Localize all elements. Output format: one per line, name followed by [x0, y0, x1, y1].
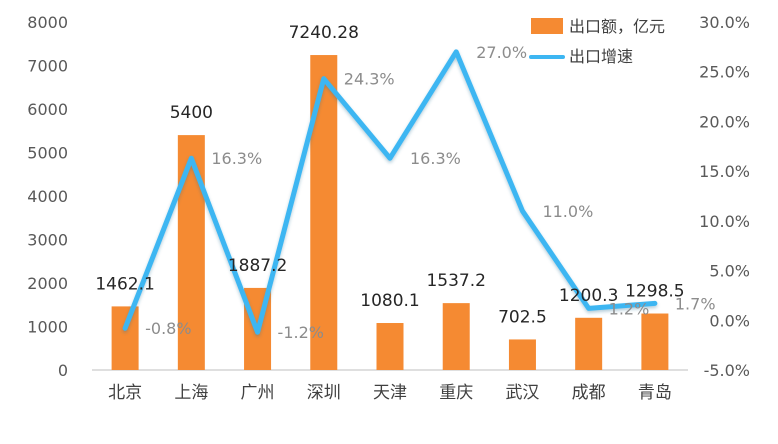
- line-value-label: -0.8%: [145, 319, 191, 338]
- right-axis-tick-label: 5.0%: [709, 262, 750, 281]
- bar-value-label: 7240.28: [289, 23, 359, 43]
- legend-bar-label: 出口额，亿元: [569, 17, 665, 36]
- bar-value-label: 1537.2: [426, 271, 485, 291]
- left-axis-tick-label: 3000: [27, 231, 68, 250]
- left-axis: 0 1000 2000 3000 4000 5000 6000 7000 8000: [27, 13, 68, 380]
- legend-bar-swatch: [531, 18, 563, 34]
- line-value-label: 1.2%: [609, 299, 650, 318]
- right-axis-tick-label: 10.0%: [699, 212, 750, 231]
- bar: [508, 339, 536, 370]
- bar-value-label: 1462.1: [95, 274, 154, 294]
- legend: 出口额，亿元 出口增速: [529, 17, 665, 66]
- line-value-label: 1.7%: [675, 294, 716, 313]
- category-label: 武汉: [505, 383, 539, 403]
- right-axis-tick-label: 20.0%: [699, 112, 750, 131]
- left-axis-tick-label: 4000: [27, 187, 68, 206]
- left-axis-tick-label: 2000: [27, 274, 68, 293]
- bar: [111, 306, 139, 370]
- line-value-label: -1.2%: [278, 323, 324, 342]
- line-value-label: 11.0%: [542, 202, 593, 221]
- bar-value-label: 1887.2: [228, 256, 287, 276]
- x-axis-labels: 北京 上海 广州 深圳 天津 重庆 武汉 成都 青岛: [108, 383, 672, 403]
- bar-value-label: 1298.5: [625, 282, 684, 302]
- bar: [376, 323, 404, 370]
- right-axis: -5.0% 0.0% 5.0% 10.0% 15.0% 20.0% 25.0% 30.0%: [699, 13, 750, 380]
- category-label: 天津: [373, 383, 407, 403]
- bar-value-label: 1200.3: [559, 286, 618, 306]
- bar: [575, 317, 603, 370]
- line-value-label: 16.3%: [211, 149, 262, 168]
- bar-value-label: 702.5: [498, 307, 547, 327]
- line-series: [122, 49, 658, 335]
- line-value-label: 27.0%: [476, 43, 527, 62]
- left-axis-tick-label: 6000: [27, 100, 68, 119]
- line-data-labels: -0.8%16.3%-1.2%24.3%16.3%27.0%11.0%1.2% 1…: [145, 43, 715, 342]
- growth-line: [122, 49, 658, 335]
- line-value-label: 16.3%: [410, 149, 461, 168]
- left-axis-tick-label: 8000: [27, 13, 68, 32]
- category-label: 重庆: [439, 383, 473, 403]
- bar-value-label: 1080.1: [360, 291, 419, 311]
- bar-data-labels: 1462.1 5400 1887.2 7240.28 1080.1 1537.2 702.5…: [95, 23, 684, 327]
- bar: [442, 303, 470, 370]
- category-label: 广州: [241, 383, 275, 403]
- bar: [177, 135, 205, 370]
- right-axis-tick-label: 0.0%: [709, 311, 750, 330]
- left-axis-tick-label: 5000: [27, 144, 68, 163]
- right-axis-tick-label: -5.0%: [704, 361, 750, 380]
- category-label: 青岛: [638, 383, 672, 403]
- bar: [641, 313, 669, 370]
- left-axis-tick-label: 7000: [27, 57, 68, 76]
- line-value-label: 24.3%: [344, 70, 395, 89]
- right-axis-tick-label: 15.0%: [699, 162, 750, 181]
- right-axis-tick-label: 25.0%: [699, 63, 750, 82]
- category-label: 上海: [174, 383, 208, 403]
- right-axis-tick-label: 30.0%: [699, 13, 750, 32]
- category-label: 北京: [108, 383, 142, 403]
- left-axis-tick-label: 1000: [27, 318, 68, 337]
- left-axis-tick-label: 0: [58, 361, 68, 380]
- bar-value-label: 5400: [170, 103, 213, 123]
- category-label: 成都: [572, 383, 606, 403]
- legend-line-label: 出口增速: [569, 47, 633, 66]
- category-label: 深圳: [307, 383, 341, 403]
